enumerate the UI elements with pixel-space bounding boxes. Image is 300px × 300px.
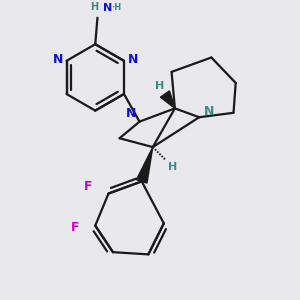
Text: N: N bbox=[103, 3, 112, 13]
Text: N: N bbox=[128, 53, 138, 66]
Text: N: N bbox=[52, 53, 63, 66]
Polygon shape bbox=[136, 147, 153, 183]
Text: H: H bbox=[168, 162, 177, 172]
Text: F: F bbox=[84, 180, 93, 194]
Polygon shape bbox=[160, 91, 175, 108]
Text: H: H bbox=[155, 81, 164, 91]
Text: F: F bbox=[71, 221, 80, 234]
Text: N: N bbox=[125, 107, 136, 120]
Text: N: N bbox=[204, 105, 214, 118]
Text: ·H: ·H bbox=[111, 3, 121, 12]
Text: H: H bbox=[90, 2, 98, 12]
